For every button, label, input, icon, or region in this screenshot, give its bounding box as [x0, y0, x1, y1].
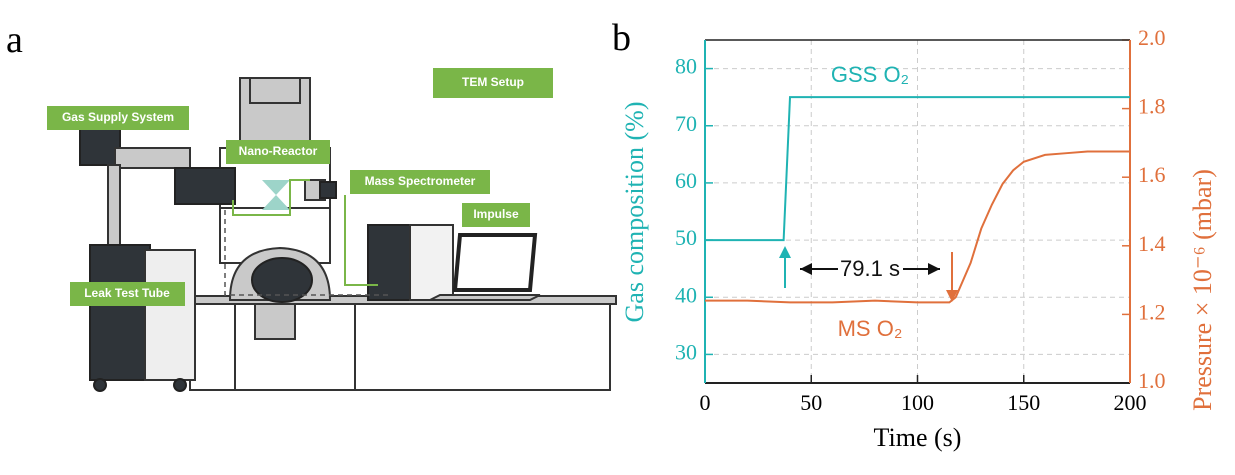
- x-tick-label: 0: [700, 390, 711, 415]
- diagram-label: Gas Supply System: [62, 110, 174, 124]
- y-tick-label: 50: [675, 225, 697, 250]
- series-label: MS O₂: [838, 316, 903, 341]
- arrow-head: [928, 263, 940, 275]
- series-line: [705, 150, 1130, 304]
- y-axis-label: Gas composition (%): [620, 102, 649, 323]
- y-tick-label: 30: [675, 339, 697, 364]
- x-tick-label: 150: [1007, 390, 1040, 415]
- chart: 0 50 100 150 200 30 40 50 60 70 80 1.0 1.2 1.4 1.6 1.8 2…: [620, 25, 1217, 452]
- x-tick-label: 100: [901, 390, 934, 415]
- diagram-label: Nano-Reactor: [239, 144, 318, 158]
- arrow-head: [800, 263, 812, 275]
- y-tick-label: 40: [675, 282, 697, 307]
- series-label: GSS O₂: [831, 62, 909, 87]
- y2-tick-label: 1.0: [1138, 368, 1166, 393]
- panel-label: a: [6, 19, 23, 61]
- y2-tick-label: 1.6: [1138, 162, 1166, 187]
- diagram-label: Mass Spectrometer: [365, 174, 476, 188]
- diagram-label: Leak Test Tube: [84, 286, 170, 300]
- arrow-head: [779, 246, 791, 258]
- y2-axis-label: Pressure × 10⁻⁶ (mbar): [1188, 169, 1217, 411]
- x-tick-label: 200: [1114, 390, 1147, 415]
- annotation: 79.1 s: [840, 256, 900, 281]
- y2-tick-label: 1.8: [1138, 94, 1166, 119]
- y2-tick-label: 2.0: [1138, 25, 1166, 50]
- diagram-label: Impulse: [473, 207, 519, 221]
- y-tick-label: 80: [675, 54, 697, 79]
- y2-tick-label: 1.2: [1138, 299, 1166, 324]
- x-axis-label: Time (s): [874, 423, 962, 452]
- y-tick-label: 60: [675, 168, 697, 193]
- x-tick-label: 50: [800, 390, 822, 415]
- diagram-title: TEM Setup: [462, 75, 524, 89]
- series-line: [705, 96, 1130, 242]
- illustration: TEM Setup Gas Supply System Nano-Reactor…: [47, 68, 617, 392]
- y2-tick-label: 1.4: [1138, 231, 1166, 256]
- arrow-head: [946, 290, 958, 302]
- y-tick-label: 70: [675, 111, 697, 136]
- panel-label: b: [612, 17, 631, 59]
